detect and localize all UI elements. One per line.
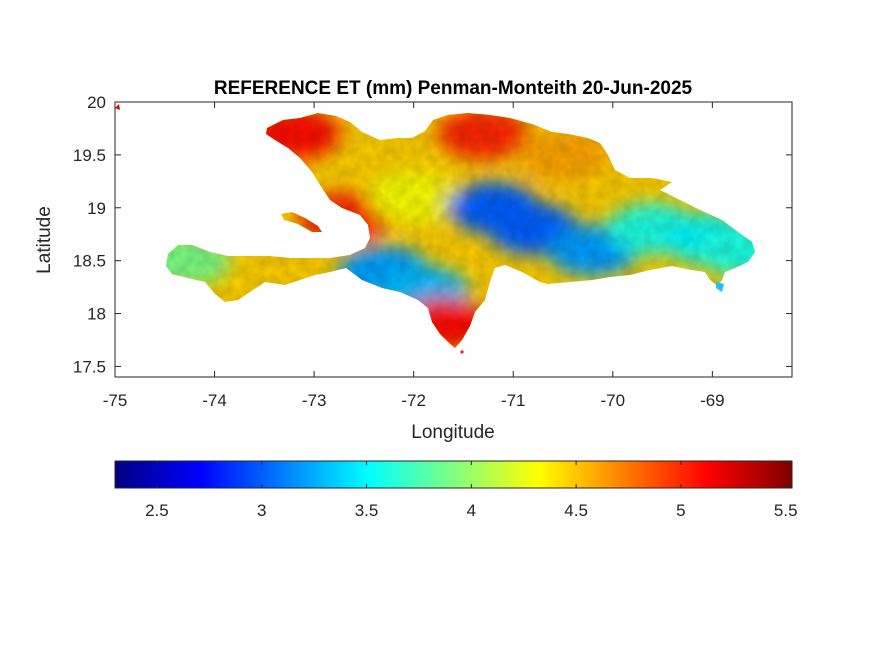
- colorbar-gradient: [114, 460, 793, 489]
- colorbar-tick-label: 3: [257, 501, 266, 520]
- islet-northwest: [115, 104, 120, 110]
- x-tick-label: -75: [103, 391, 128, 410]
- colorbar-tick-label: 3.5: [355, 501, 379, 520]
- colorbar-tick-label: 4: [467, 501, 476, 520]
- y-axis-label: Latitude: [34, 206, 55, 274]
- x-ticks: -75 -74 -73 -72 -71 -70 -69: [103, 102, 725, 410]
- y-ticks: 20 19.5 19 18.5 18 17.5: [73, 93, 792, 376]
- y-tick-label: 17.5: [73, 357, 106, 376]
- y-tick-label: 19.5: [73, 146, 106, 165]
- colorbar-tick-label: 5: [676, 501, 685, 520]
- y-tick-label: 19: [87, 199, 106, 218]
- colorbar-tick-label: 4.5: [564, 501, 588, 520]
- colorbar-tick-label: 2.5: [145, 501, 169, 520]
- x-axis-label: Longitude: [411, 422, 494, 443]
- chart-title: REFERENCE ET (mm) Penman-Monteith 20-Jun…: [214, 78, 693, 99]
- x-tick-label: -74: [202, 391, 227, 410]
- islet-south: [460, 350, 464, 354]
- y-tick-label: 18.5: [73, 252, 106, 271]
- map-axes: -75 -74 -73 -72 -71 -70 -69 20 19.5 19 18.5 18 17.5…: [34, 93, 793, 443]
- islet-saona: [716, 282, 724, 292]
- colorbar-ticks: 2.5 3 3.5 4 4.5 5 5.5: [145, 461, 798, 520]
- y-tick-label: 20: [87, 93, 106, 112]
- x-tick-label: -70: [601, 391, 626, 410]
- x-tick-label: -69: [700, 391, 725, 410]
- colorbar: 2.5 3 3.5 4 4.5 5 5.5: [114, 460, 798, 520]
- x-tick-label: -71: [501, 391, 526, 410]
- colorbar-tick-label: 5.5: [774, 501, 798, 520]
- x-tick-label: -72: [401, 391, 426, 410]
- x-tick-label: -73: [302, 391, 327, 410]
- y-tick-label: 18: [87, 305, 106, 324]
